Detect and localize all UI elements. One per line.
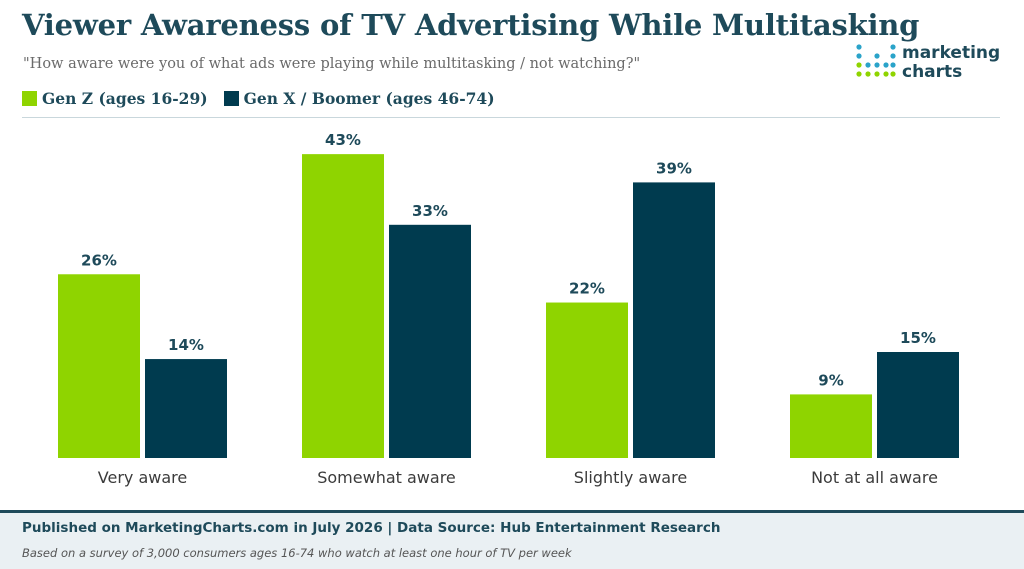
legend: Gen Z (ages 16-29) Gen X / Boomer (ages … [22, 89, 495, 108]
logo-dots-icon [856, 44, 896, 77]
bar-somewhat-aware-gen-z [302, 154, 384, 458]
data-label-somewhat-aware-gen-x-boomer: 33% [412, 202, 448, 220]
category-label-very-aware: Very aware [98, 468, 187, 487]
logo-line-2: charts [902, 62, 963, 82]
category-label-not-at-all-aware: Not at all aware [811, 468, 938, 487]
footer: Published on MarketingCharts.com in July… [0, 510, 1024, 569]
data-label-very-aware-gen-z: 26% [81, 251, 117, 269]
data-label-not-at-all-aware-gen-z: 9% [818, 371, 843, 389]
data-label-very-aware-gen-x-boomer: 14% [168, 336, 204, 354]
bar-very-aware-gen-x-boomer [145, 359, 227, 458]
legend-label-gen-x-boomer: Gen X / Boomer (ages 46-74) [243, 89, 495, 108]
data-label-somewhat-aware-gen-z: 43% [325, 131, 361, 149]
bar-not-at-all-aware-gen-x-boomer [877, 352, 959, 458]
logo-wordmark: marketing charts [902, 44, 1000, 82]
bar-chart: 26% 14% Very aware 43% 33% Somewhat aware 22% 3… [58, 131, 959, 487]
chart-title: Viewer Awareness of TV Advertising While… [22, 8, 920, 42]
legend-item-gen-x-boomer: Gen X / Boomer (ages 46-74) [223, 89, 495, 108]
marketingcharts-logo: marketing charts [856, 44, 1000, 82]
legend-swatch-gen-x-boomer [223, 91, 239, 106]
bar-slightly-aware-gen-z [546, 302, 628, 458]
header-divider [22, 117, 1000, 118]
footer-note: Based on a survey of 3,000 consumers age… [22, 546, 572, 560]
data-label-slightly-aware-gen-z: 22% [569, 280, 605, 298]
chart-subtitle: "How aware were you of what ads were pla… [23, 56, 641, 72]
data-label-slightly-aware-gen-x-boomer: 39% [656, 159, 692, 177]
data-label-not-at-all-aware-gen-x-boomer: 15% [900, 329, 936, 347]
category-label-slightly-aware: Slightly aware [574, 468, 687, 487]
bar-not-at-all-aware-gen-z [790, 394, 872, 458]
legend-label-gen-z: Gen Z (ages 16-29) [42, 89, 208, 108]
footer-source: Published on MarketingCharts.com in July… [22, 520, 721, 536]
bar-somewhat-aware-gen-x-boomer [389, 224, 471, 458]
logo-line-1: marketing [902, 43, 1001, 63]
legend-swatch-gen-z [22, 91, 37, 106]
legend-item-gen-z: Gen Z (ages 16-29) [22, 89, 208, 108]
bar-very-aware-gen-z [58, 274, 140, 458]
bar-slightly-aware-gen-x-boomer [633, 182, 715, 458]
category-label-somewhat-aware: Somewhat aware [317, 468, 456, 487]
